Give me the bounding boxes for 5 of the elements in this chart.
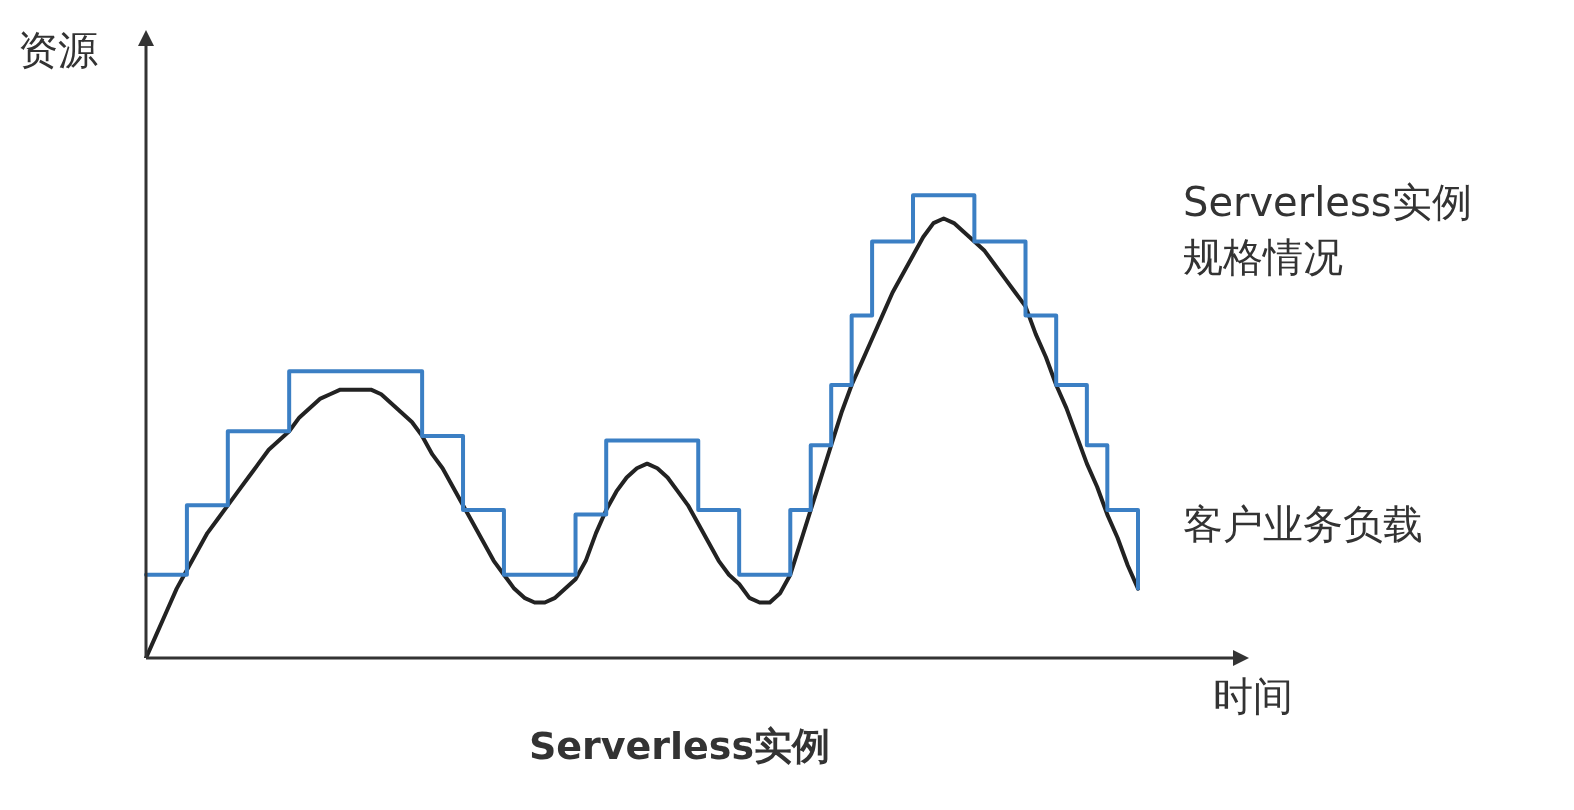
y-axis-title: 资源 (18, 27, 98, 74)
x-axis-title: 时间 (1213, 673, 1293, 720)
series-label: 客户业务负载 (1183, 501, 1423, 548)
text: Serverless实例 (528, 723, 831, 768)
text: Serverless实例规格情况 (1183, 178, 1472, 280)
